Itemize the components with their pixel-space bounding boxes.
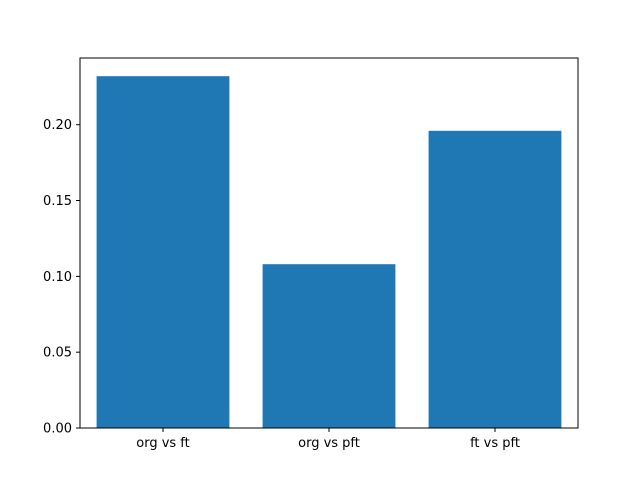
- bar: [96, 76, 230, 428]
- x-axis-tick-label: ft vs pft: [470, 436, 520, 451]
- y-axis-tick-label: 0.10: [43, 270, 72, 285]
- x-axis-tick-label: org vs ft: [136, 436, 190, 451]
- y-axis-tick-label: 0.20: [43, 118, 72, 133]
- bar: [428, 130, 562, 429]
- bar: [262, 264, 396, 428]
- y-axis-tick-label: 0.00: [43, 422, 72, 437]
- y-axis-tick-label: 0.15: [43, 194, 72, 209]
- x-axis-tick-label: org vs pft: [298, 436, 360, 451]
- y-axis-tick-label: 0.05: [43, 346, 72, 361]
